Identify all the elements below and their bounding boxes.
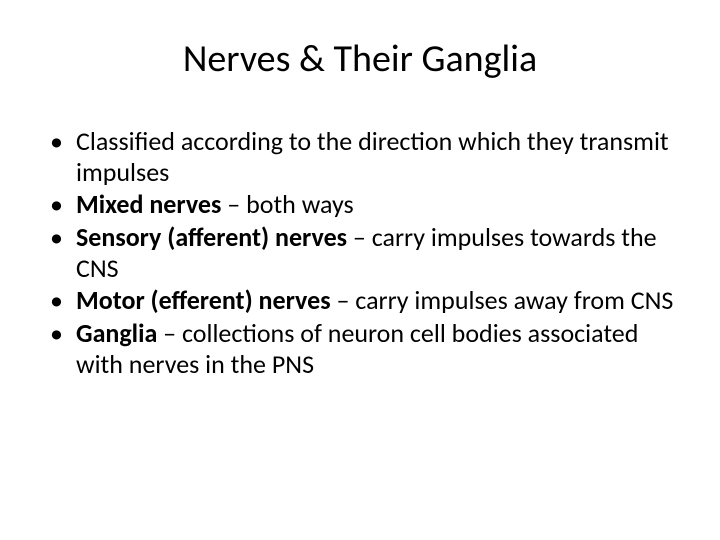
bullet-text: – carry impulses away from CNS	[331, 284, 674, 316]
bullet-list: Classified according to the direction wh…	[40, 126, 680, 379]
slide-title: Nerves & Their Ganglia	[40, 36, 680, 82]
bullet-bold: Mixed nerves	[76, 188, 221, 220]
bullet-text: Classified according to the direction wh…	[76, 125, 669, 188]
bullet-text: – collections of neuron cell bodies asso…	[76, 317, 638, 380]
bullet-text: – both ways	[221, 188, 353, 220]
bullet-bold: Sensory (afferent) nerves	[76, 221, 347, 253]
list-item: Ganglia – collections of neuron cell bod…	[46, 318, 680, 379]
list-item: Sensory (afferent) nerves – carry impuls…	[46, 222, 680, 283]
bullet-bold: Motor (efferent) nerves	[76, 284, 331, 316]
list-item: Motor (efferent) nerves – carry impulses…	[46, 285, 680, 316]
slide-container: Nerves & Their Ganglia Classified accord…	[0, 0, 720, 540]
list-item: Mixed nerves – both ways	[46, 189, 680, 220]
list-item: Classified according to the direction wh…	[46, 126, 680, 187]
bullet-bold: Ganglia	[76, 317, 157, 349]
